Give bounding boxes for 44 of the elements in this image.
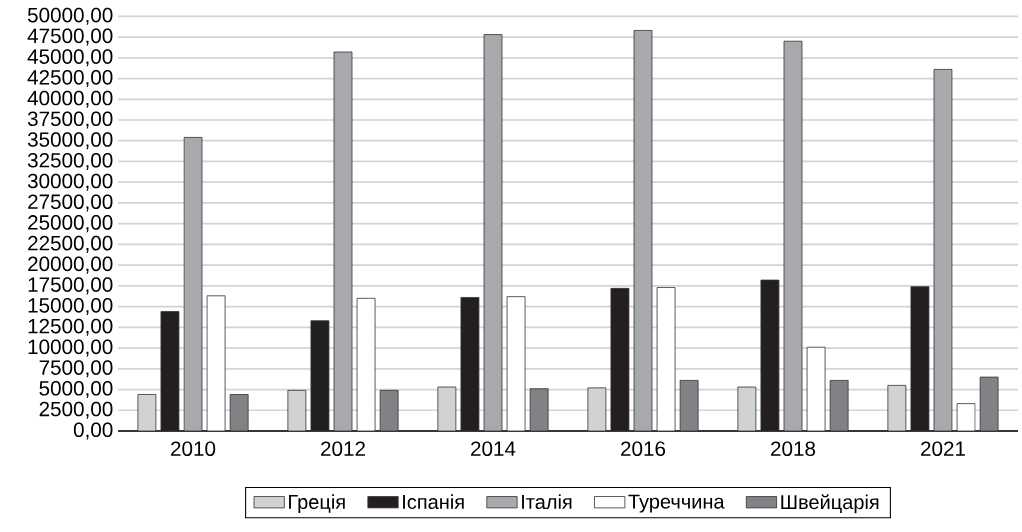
x-tick-label: 2010 (171, 441, 216, 457)
bar (656, 287, 676, 431)
bar (633, 30, 653, 431)
y-tick-label: 10000,00 (28, 339, 113, 357)
bar (206, 295, 226, 431)
legend-label: Іспанія (403, 494, 464, 510)
x-tick-label: 2018 (771, 441, 816, 457)
y-tick-label: 30000,00 (27, 173, 113, 191)
y-tick-label: 7500,00 (39, 360, 113, 378)
y-tick-label: 12500,00 (28, 318, 113, 336)
y-tick-label: 35000,00 (27, 132, 113, 150)
legend-label: Італія (522, 494, 572, 510)
legend-label: Греція (289, 494, 345, 513)
y-tick-label: 42500,00 (27, 70, 113, 88)
y-tick-label: 37500,00 (27, 111, 113, 129)
y-tick-label: 45000,00 (27, 49, 113, 67)
legend-label: Швейцарія (781, 494, 879, 514)
y-tick-label: 50000,00 (27, 7, 113, 25)
bar (783, 40, 803, 431)
x-tick-label: 2016 (621, 441, 666, 457)
y-tick-label: 22500,00 (28, 235, 113, 253)
bar (933, 69, 953, 431)
y-tick-label: 2500,00 (39, 401, 113, 419)
x-tick-label: 2021 (921, 441, 965, 457)
x-tick-label: 2014 (471, 441, 516, 457)
y-tick-label: 15000,00 (28, 298, 113, 316)
y-tick-label: 20000,00 (28, 256, 113, 274)
bar (333, 51, 353, 431)
bar (506, 296, 526, 431)
bar (956, 403, 976, 431)
bar (356, 297, 376, 431)
y-tick-label: 25000,00 (28, 215, 113, 233)
x-tick-label: 2012 (321, 441, 365, 457)
y-tick-label: 27500,00 (28, 194, 113, 212)
y-tick-label: 47500,00 (27, 28, 113, 46)
legend-label: Туреччина (628, 494, 725, 513)
y-tick-label: 0,00 (73, 422, 113, 440)
bar (183, 137, 203, 431)
y-tick-label: 40000,00 (27, 90, 113, 108)
y-tick-label: 32500,00 (27, 152, 113, 170)
y-tick-label: 5000,00 (39, 380, 113, 399)
bar (483, 34, 503, 431)
y-tick-label: 17500,00 (28, 277, 113, 295)
bar (806, 346, 826, 431)
